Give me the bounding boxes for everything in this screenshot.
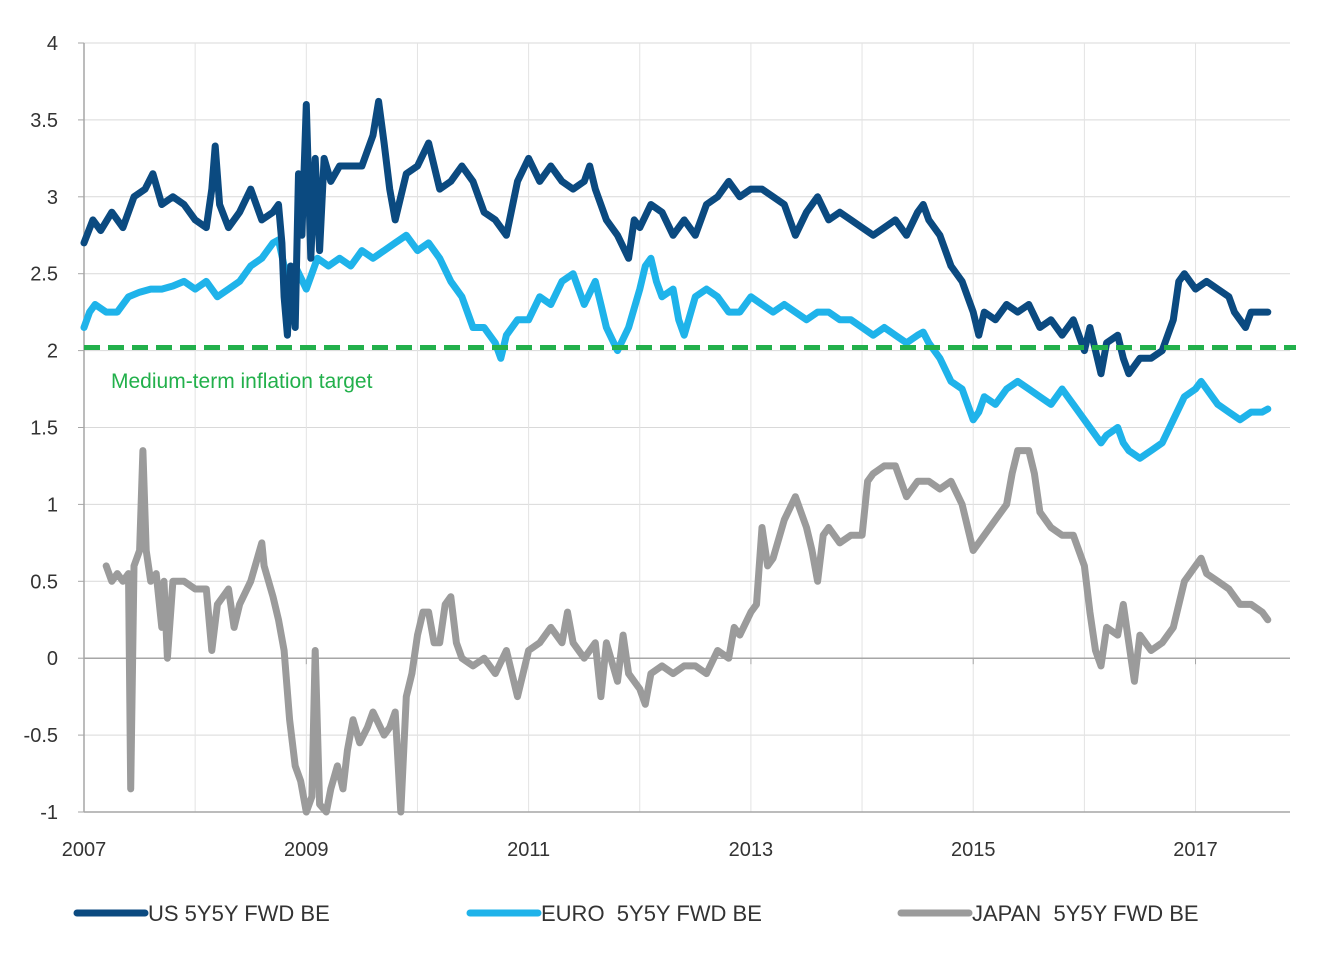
series-line-2 (102, 447, 1272, 816)
y-tick-label: -0.5 (24, 725, 58, 747)
y-tick-label: 3 (47, 187, 58, 209)
y-tick-label: 3.5 (30, 110, 58, 132)
legend-label-0: US 5Y5Y FWD BE (148, 901, 330, 926)
inflation-target-label: Medium-term inflation target (111, 370, 373, 393)
legend-label-2: JAPAN 5Y5Y FWD BE (972, 901, 1199, 926)
y-tick-label: 1.5 (30, 418, 58, 440)
y-tick-label: 2.5 (30, 264, 58, 286)
legend-label-1: EURO 5Y5Y FWD BE (541, 901, 762, 926)
x-tick-label: 2013 (729, 839, 774, 861)
target-line-group: Medium-term inflation target (84, 345, 1296, 393)
y-tick-label: 4 (47, 33, 58, 55)
x-tick-label: 2009 (284, 839, 329, 861)
grid (83, 42, 1290, 813)
y-tick-label: 0 (47, 648, 58, 670)
x-tick-label: 2015 (951, 839, 996, 861)
y-tick-label: 1 (47, 494, 58, 516)
y-axis-ticks: -1 -0.5 0 0.5 1 1.5 2 2.5 3 3.5 4 (24, 33, 84, 824)
series-lines (80, 97, 1272, 816)
legend: US 5Y5Y FWD BE EURO 5Y5Y FWD BE JAPAN 5Y5Y… (73, 901, 1199, 926)
x-tick-label: 2007 (62, 839, 107, 861)
series-line-0 (80, 97, 1272, 378)
x-tick-label: 2011 (507, 839, 550, 861)
y-tick-label: -1 (40, 802, 58, 824)
y-tick-label: 0.5 (30, 571, 58, 593)
x-axis-ticks: 2007 2009 2011 2013 2015 2017 (62, 658, 1218, 861)
x-tick-label: 2017 (1173, 839, 1218, 861)
y-tick-label: 2 (47, 341, 58, 363)
